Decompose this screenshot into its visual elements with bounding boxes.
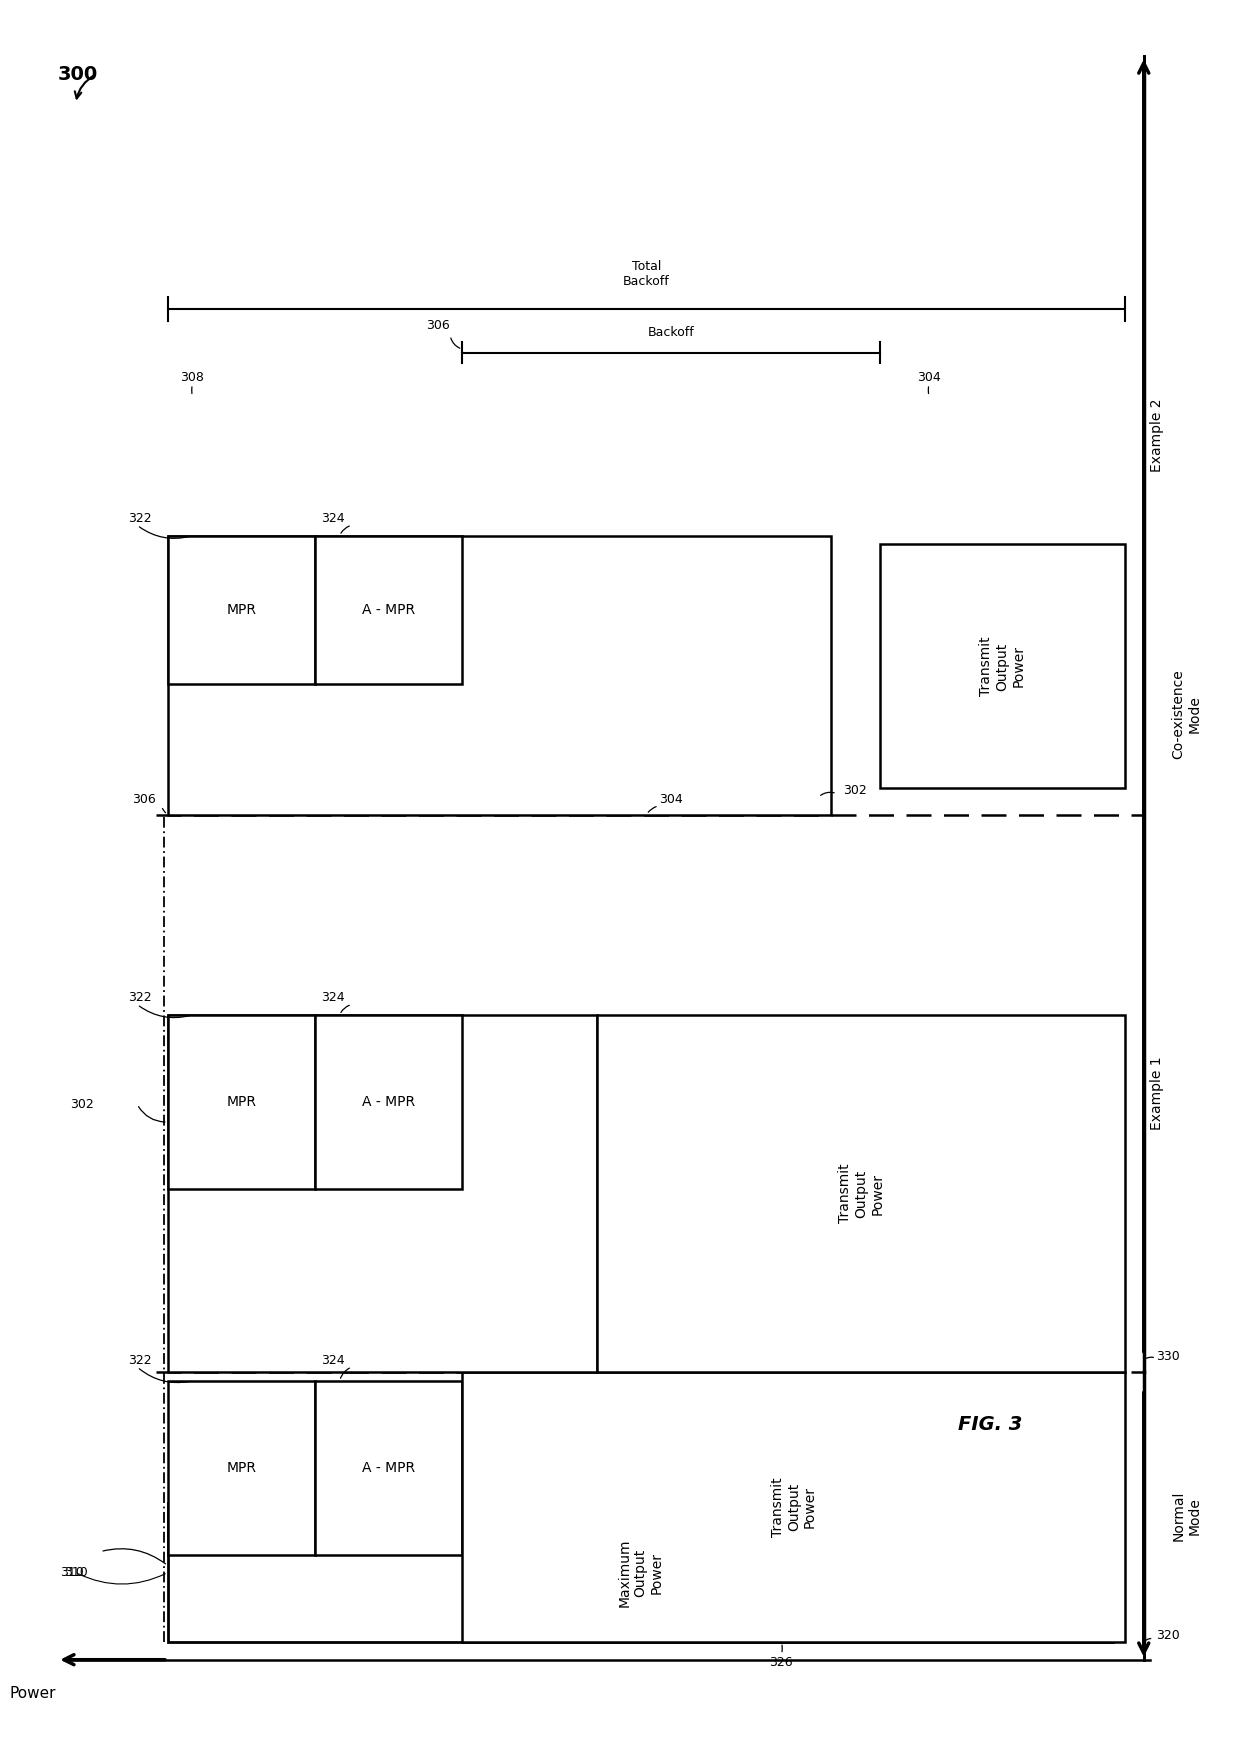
FancyBboxPatch shape (315, 1016, 463, 1189)
FancyBboxPatch shape (167, 1016, 598, 1373)
Text: 322: 322 (129, 991, 153, 1005)
FancyBboxPatch shape (463, 1373, 1126, 1642)
Text: Example 2: Example 2 (1149, 399, 1164, 473)
Text: 306: 306 (131, 793, 155, 805)
Text: Maximum
Output
Power: Maximum Output Power (618, 1539, 663, 1607)
Text: Transmit
Output
Power: Transmit Output Power (771, 1478, 817, 1537)
Text: 304: 304 (916, 371, 940, 383)
Text: Transmit
Output
Power: Transmit Output Power (838, 1164, 884, 1224)
Text: 326: 326 (769, 1656, 792, 1669)
Text: A - MPR: A - MPR (362, 1094, 415, 1108)
Text: 302: 302 (71, 1098, 94, 1110)
Text: MPR: MPR (227, 602, 257, 616)
Text: 310: 310 (64, 1565, 88, 1579)
Text: 322: 322 (129, 1354, 153, 1368)
Text: 322: 322 (129, 513, 153, 525)
Text: Total
Backoff: Total Backoff (624, 261, 670, 289)
Text: Example 1: Example 1 (1149, 1056, 1164, 1129)
Text: 324: 324 (321, 1354, 345, 1368)
Text: 304: 304 (658, 793, 682, 805)
Text: 320: 320 (1156, 1628, 1179, 1642)
FancyBboxPatch shape (315, 536, 463, 685)
FancyBboxPatch shape (880, 545, 1126, 788)
FancyBboxPatch shape (167, 536, 831, 814)
Text: FIG. 3: FIG. 3 (959, 1415, 1023, 1434)
Text: 300: 300 (57, 65, 98, 84)
Text: 308: 308 (180, 371, 203, 383)
FancyBboxPatch shape (167, 1016, 315, 1189)
Text: 302: 302 (843, 784, 867, 797)
Text: 306: 306 (427, 319, 450, 331)
Text: Transmit
Output
Power: Transmit Output Power (980, 637, 1025, 697)
Text: 330: 330 (1156, 1350, 1179, 1364)
Text: Backoff: Backoff (647, 326, 694, 338)
FancyBboxPatch shape (315, 1382, 463, 1555)
FancyBboxPatch shape (167, 536, 315, 685)
FancyBboxPatch shape (167, 1502, 1114, 1642)
Text: 324: 324 (321, 991, 345, 1005)
FancyBboxPatch shape (167, 1382, 315, 1555)
Text: MPR: MPR (227, 1094, 257, 1108)
Text: A - MPR: A - MPR (362, 1460, 415, 1474)
FancyBboxPatch shape (598, 1016, 1126, 1373)
Text: Normal
Mode: Normal Mode (1172, 1490, 1202, 1541)
Text: A - MPR: A - MPR (362, 602, 415, 616)
Text: MPR: MPR (227, 1460, 257, 1474)
Text: Co-existence
Mode: Co-existence Mode (1172, 669, 1202, 760)
Text: 310: 310 (61, 1565, 84, 1579)
Text: 324: 324 (321, 513, 345, 525)
Text: Power: Power (10, 1686, 56, 1700)
